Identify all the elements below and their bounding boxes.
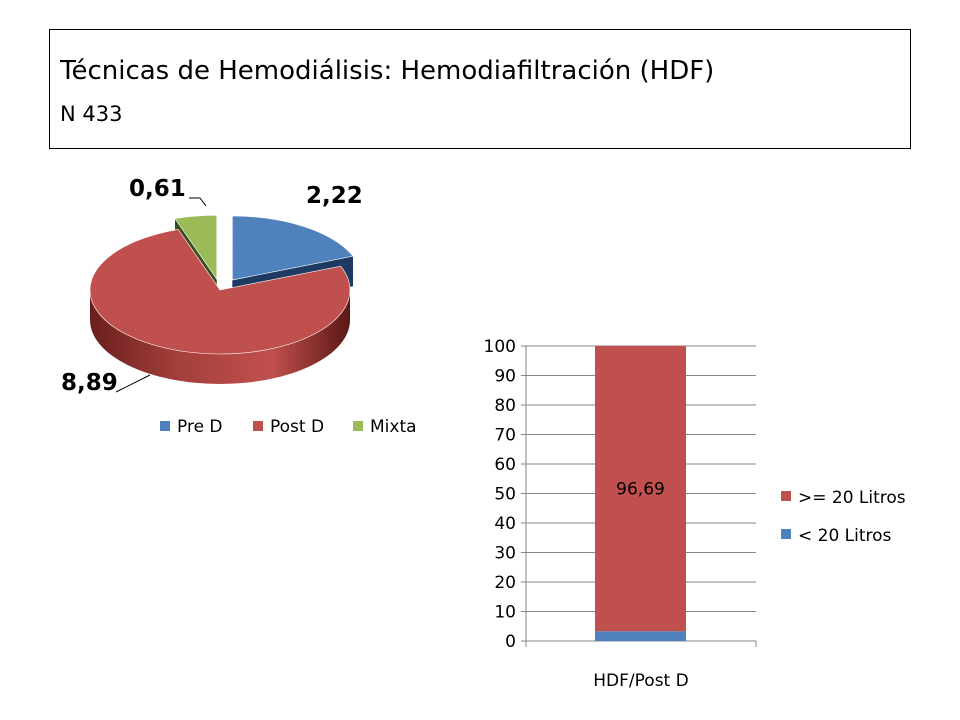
legend-label-post-d: Post D — [270, 417, 324, 437]
pie-label-pre-d: 2,22 — [306, 183, 363, 209]
bar-y-tick-label: 50 — [494, 485, 516, 505]
legend-label-lt-20-litros: < 20 Litros — [798, 526, 892, 546]
bar-y-tick-label: 20 — [494, 573, 516, 593]
bar-chart: 0 10 20 30 40 50 60 70 80 90 100 96,69 HDF/Post D — [484, 337, 757, 691]
bar-segment-gte-20-litros — [595, 346, 686, 632]
legend-swatch-post-d — [253, 421, 263, 431]
leader-line-mixta — [189, 197, 207, 207]
pie-slice-pre-d — [232, 215, 354, 281]
legend-label-gte-20-litros: >= 20 Litros — [798, 488, 906, 508]
bar-y-tick-label: 40 — [494, 514, 516, 534]
bar-legend: >= 20 Litros < 20 Litros — [781, 488, 906, 546]
leader-line-post-d — [115, 374, 151, 393]
pie-legend: Pre D Post D Mixta — [160, 417, 417, 437]
bar-y-tick-label: 90 — [494, 367, 516, 387]
pie-slice-post-d-side — [90, 290, 350, 384]
pie-slice-post-d — [89, 229, 351, 355]
bar-segment-lt-20-litros — [595, 631, 686, 641]
bar-y-tick-labels: 0 10 20 30 40 50 60 70 80 90 100 — [484, 337, 516, 652]
legend-label-mixta: Mixta — [370, 417, 417, 437]
bar-y-tick-label: 10 — [494, 603, 516, 623]
pie-slice-mixta — [174, 214, 218, 281]
title-box: Técnicas de Hemodiálisis: Hemodiafiltrac… — [49, 29, 911, 149]
legend-swatch-gte-20-litros — [781, 491, 791, 501]
bar-y-tick-label: 100 — [484, 337, 516, 357]
pie-label-post-d: 8,89 — [61, 370, 118, 396]
page-subtitle: N 433 — [60, 102, 123, 126]
bar-y-tick-label: 80 — [494, 396, 516, 416]
bar-y-tick-label: 30 — [494, 544, 516, 564]
bar-y-tick-label: 70 — [494, 426, 516, 446]
page-title: Técnicas de Hemodiálisis: Hemodiafiltrac… — [60, 56, 715, 86]
legend-swatch-pre-d — [160, 421, 170, 431]
legend-label-pre-d: Pre D — [177, 417, 223, 437]
legend-swatch-mixta — [353, 421, 363, 431]
legend-swatch-lt-20-litros — [781, 529, 791, 539]
pie-chart: 0,61 2,22 8,89 — [61, 176, 363, 396]
pie-label-mixta: 0,61 — [129, 176, 186, 202]
bar-y-tick-label: 0 — [505, 632, 516, 652]
bar-x-tick-label: HDF/Post D — [593, 671, 688, 691]
bar-data-label: 96,69 — [616, 480, 665, 500]
bar-y-tick-label: 60 — [494, 455, 516, 475]
